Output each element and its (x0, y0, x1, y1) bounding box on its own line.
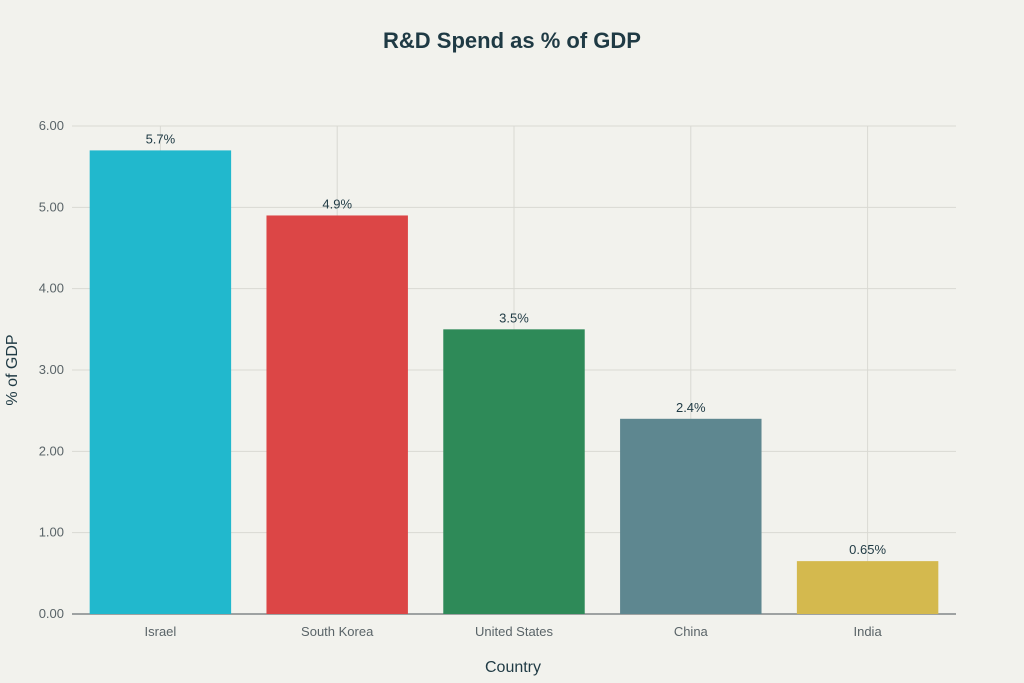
data-label: 4.9% (322, 196, 352, 211)
y-tick-label: 6.00 (39, 118, 64, 133)
x-tick-label: South Korea (301, 624, 374, 639)
data-label: 5.7% (146, 131, 176, 146)
y-tick-label: 3.00 (39, 362, 64, 377)
tick-labels: 0.00 1.00 2.00 3.00 4.00 5.00 6.00 Israel South … (39, 118, 883, 639)
x-axis-title: Country (485, 659, 541, 676)
bar (796, 561, 939, 614)
y-tick-label: 1.00 (39, 525, 64, 540)
bar (620, 418, 762, 614)
y-tick-label: 0.00 (39, 606, 64, 621)
y-tick-label: 5.00 (39, 199, 64, 214)
y-axis-title: % of GDP (4, 334, 21, 405)
x-tick-label: India (853, 624, 882, 639)
bars (89, 150, 939, 614)
bar (89, 150, 232, 614)
data-label: 0.65% (849, 542, 886, 557)
x-tick-label: Israel (145, 624, 177, 639)
x-tick-label: United States (475, 624, 554, 639)
x-tick-label: China (674, 624, 709, 639)
bar (266, 215, 408, 614)
data-label: 2.4% (676, 400, 706, 415)
chart-title: R&D Spend as % of GDP (383, 28, 641, 53)
data-label: 3.5% (499, 310, 529, 325)
y-tick-label: 4.00 (39, 281, 64, 296)
y-tick-label: 2.00 (39, 443, 64, 458)
data-labels: 5.7% 4.9% 3.5% 2.4% 0.65% (146, 131, 887, 557)
bar (443, 329, 585, 614)
